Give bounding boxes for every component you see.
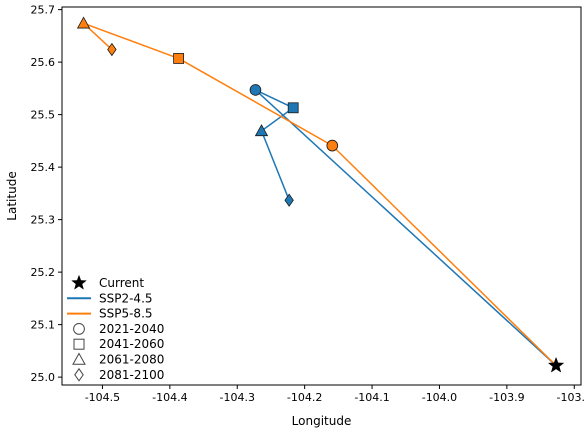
legend-label: 2041-2060	[99, 337, 164, 351]
x-tick-label: -104.4	[152, 391, 187, 404]
y-tick-label: 25.5	[31, 109, 56, 122]
legend-square-swatch	[73, 338, 85, 350]
y-axis: 25.0 25.1 25.2 25.3 25.4 25.5 25.6 25.7	[31, 4, 62, 384]
y-tick-label: 25.7	[31, 4, 56, 17]
x-axis-label: Longitude	[292, 414, 352, 428]
point-ssp5-8-5-2041-2060	[173, 53, 185, 64]
legend-circle-swatch	[73, 323, 85, 335]
legend-label: 2021-2040	[99, 322, 164, 336]
legend-label: SSP2-4.5	[99, 291, 153, 305]
point-ssp2-4-5-2061-2080	[254, 124, 269, 137]
plot-frame	[61, 6, 582, 386]
x-tick-label: -104.3	[220, 391, 255, 404]
x-tick-label: -103.8	[557, 391, 585, 404]
y-tick-label: 25.1	[31, 319, 56, 332]
y-tick-label: 25.0	[31, 371, 56, 384]
legend-triangle-swatch	[72, 352, 86, 365]
y-tick-label: 25.3	[31, 214, 56, 227]
x-tick-label: -104.1	[354, 391, 389, 404]
point-ssp5-8-5-2021-2040	[326, 139, 339, 152]
y-tick-label: 25.4	[31, 161, 56, 174]
point-ssp5-8-5-2081-2100	[107, 42, 117, 57]
x-axis: -104.5 -104.4 -104.3 -104.2 -104.1 -104.0 -103…	[85, 385, 585, 404]
legend-label: 2061-2080	[99, 353, 164, 367]
point-ssp2-4-5-2041-2060	[287, 102, 299, 114]
x-tick-label: -104.0	[422, 391, 457, 404]
plot-marks	[76, 16, 565, 373]
x-tick-label: -104.5	[85, 391, 120, 404]
x-tick-label: -103.9	[489, 391, 524, 404]
x-tick-label: -104.2	[287, 391, 322, 404]
legend-diamond-swatch	[74, 367, 84, 382]
point-ssp2-4-5-2021-2040	[249, 84, 262, 96]
y-tick-label: 25.6	[31, 56, 56, 69]
current-star-marker	[547, 356, 565, 373]
point-ssp2-4-5-2081-2100	[284, 193, 294, 207]
legend-label: 2081-2100	[99, 368, 164, 382]
y-axis-label: Latitude	[5, 171, 19, 220]
point-ssp5-8-5-2061-2080	[76, 16, 91, 29]
y-tick-label: 25.2	[31, 266, 56, 279]
legend-label: SSP5-8.5	[99, 307, 153, 321]
legend-label: Current	[99, 276, 144, 290]
legend-star-swatch	[71, 274, 87, 290]
series-line-ssp2-4-5	[254, 89, 557, 367]
series-line-ssp5-8-5	[82, 22, 557, 367]
